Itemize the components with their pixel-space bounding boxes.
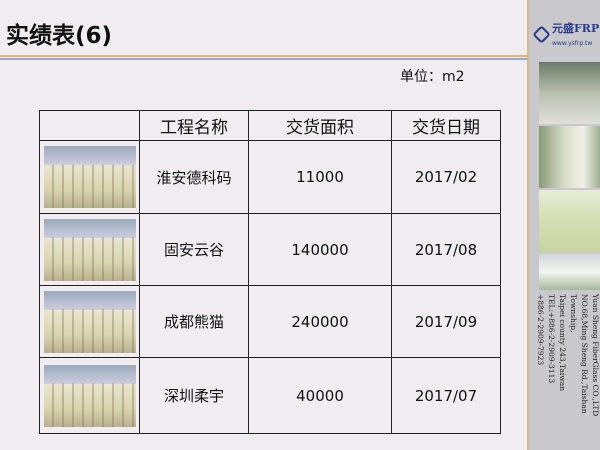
project-photo — [43, 146, 136, 208]
sidebar-photo — [539, 190, 600, 252]
divider-blue — [0, 58, 527, 60]
sidebar: 元盛FRP www.ysfrp.tw Yuan Sheng FiberGlass… — [527, 0, 600, 450]
project-name: 深圳柔宇 — [139, 357, 249, 434]
divider-orange — [0, 55, 527, 57]
project-area: 40000 — [248, 357, 392, 434]
project-date: 2017/09 — [391, 285, 501, 358]
project-photo — [43, 290, 136, 353]
address-line: +886-2-2909-7923 — [536, 294, 545, 366]
address-line: Taipei county 243,Taiwan — [558, 294, 567, 392]
project-date: 2017/08 — [391, 213, 501, 286]
project-area: 11000 — [248, 140, 392, 214]
project-date: 2017/07 — [391, 357, 501, 434]
sidebar-photo — [539, 62, 600, 124]
header-date: 交货日期 — [391, 110, 501, 141]
header-project: 工程名称 — [139, 110, 249, 141]
header-photo — [39, 110, 140, 141]
page-title: 实绩表(6) — [6, 23, 113, 49]
project-photo — [43, 218, 136, 281]
project-name: 固安云谷 — [139, 213, 249, 286]
logo-url: www.ysfrp.tw — [552, 39, 593, 47]
company-logo: 元盛FRP www.ysfrp.tw — [532, 14, 599, 54]
address-line: Yuan Sheng FiberGlass CO.,LTD — [591, 294, 600, 417]
project-area: 240000 — [248, 285, 392, 358]
logo-name: 元盛FRP — [552, 21, 600, 35]
table-row: 固安云谷 140000 2017/08 — [39, 213, 501, 286]
table-row: 深圳柔宇 40000 2017/07 — [39, 357, 501, 434]
logo-mark-icon — [532, 24, 551, 44]
slide-main: 实绩表(6) 单位：m2 工程名称 交货面积 交货日期 淮安德科码 11000 … — [0, 23, 527, 434]
project-photo — [43, 364, 136, 427]
sidebar-photo — [539, 126, 600, 188]
table-header-row: 工程名称 交货面积 交货日期 — [39, 110, 501, 141]
delivery-table: 工程名称 交货面积 交货日期 淮安德科码 11000 2017/02 固安云谷 … — [39, 110, 501, 434]
project-name: 淮安德科码 — [139, 140, 249, 214]
address-line: NO.68,Ming Sheng Rd.,Taishan Township, — [569, 294, 589, 414]
logo-text: 元盛FRP www.ysfrp.tw — [552, 21, 599, 48]
project-area: 140000 — [248, 213, 392, 286]
company-address: Yuan Sheng FiberGlass CO.,LTD NO.68,Ming… — [535, 294, 600, 448]
header-area: 交货面积 — [248, 110, 392, 141]
table-row: 淮安德科码 11000 2017/02 — [39, 140, 501, 214]
project-date: 2017/02 — [391, 140, 501, 214]
table-row: 成都熊猫 240000 2017/09 — [39, 285, 501, 358]
unit-label: 单位：m2 — [400, 69, 465, 85]
sidebar-photo — [539, 254, 600, 290]
address-line: TEL:+886-2-2909-3113 — [547, 294, 556, 384]
project-name: 成都熊猫 — [139, 285, 249, 358]
